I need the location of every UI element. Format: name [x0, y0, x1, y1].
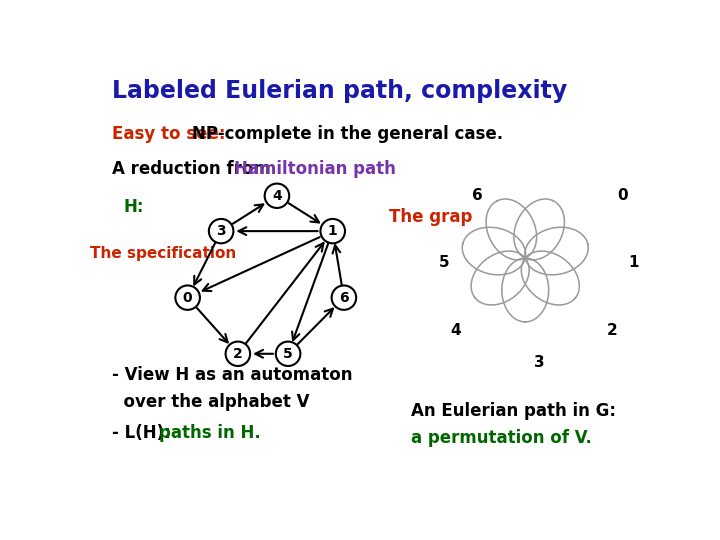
Ellipse shape — [176, 286, 200, 310]
Text: a permutation of V.: a permutation of V. — [411, 429, 592, 447]
Text: Easy to see:: Easy to see: — [112, 125, 232, 143]
Text: 6: 6 — [472, 188, 483, 203]
Text: 0: 0 — [183, 291, 192, 305]
Text: 4: 4 — [450, 323, 461, 339]
Ellipse shape — [332, 286, 356, 310]
Text: paths in H.: paths in H. — [158, 424, 261, 442]
Text: The grap: The grap — [389, 208, 472, 226]
Text: 5: 5 — [439, 255, 450, 270]
Text: over the alphabet V: over the alphabet V — [112, 393, 310, 411]
Text: 5: 5 — [283, 347, 293, 361]
Text: H:: H: — [124, 198, 144, 216]
Text: 1: 1 — [629, 255, 639, 270]
Ellipse shape — [276, 342, 300, 366]
Text: 0: 0 — [618, 188, 629, 203]
Ellipse shape — [209, 219, 233, 244]
Text: 2: 2 — [606, 323, 617, 339]
Ellipse shape — [225, 342, 250, 366]
Text: - View H as an automaton: - View H as an automaton — [112, 366, 353, 384]
Text: 3: 3 — [534, 355, 544, 369]
Text: 3: 3 — [216, 224, 226, 238]
Text: A reduction from: A reduction from — [112, 160, 276, 178]
Text: 1: 1 — [328, 224, 338, 238]
Text: Labeled Eulerian path, complexity: Labeled Eulerian path, complexity — [112, 79, 567, 103]
Text: The specification: The specification — [90, 246, 236, 261]
Text: An Eulerian path in G:: An Eulerian path in G: — [411, 402, 616, 420]
Text: Hamiltonian path: Hamiltonian path — [234, 160, 396, 178]
Text: 2: 2 — [233, 347, 243, 361]
Text: - L(H):: - L(H): — [112, 424, 177, 442]
Text: 6: 6 — [339, 291, 348, 305]
Ellipse shape — [265, 184, 289, 208]
Text: 4: 4 — [272, 189, 282, 203]
Ellipse shape — [320, 219, 345, 244]
Text: NP-complete in the general case.: NP-complete in the general case. — [192, 125, 503, 143]
